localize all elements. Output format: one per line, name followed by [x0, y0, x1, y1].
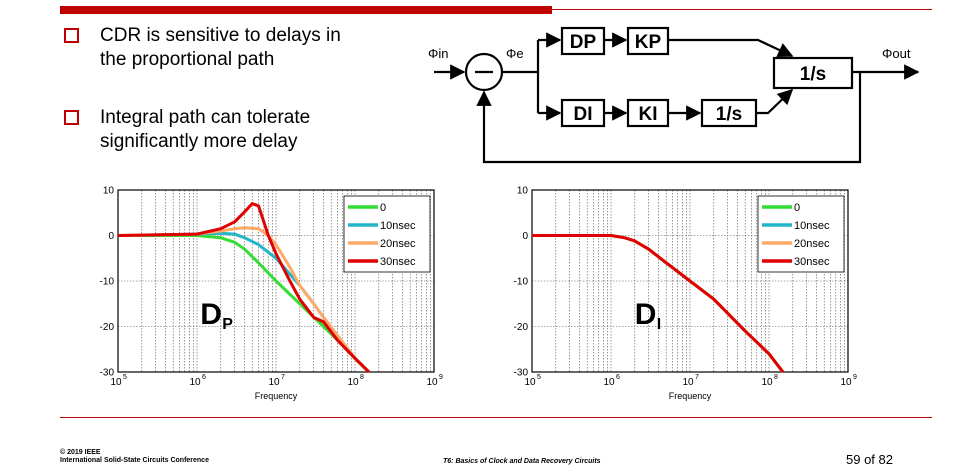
chart-title-subscript: P	[222, 316, 233, 333]
conference-name: International Solid-State Circuits Confe…	[60, 457, 209, 464]
x-tick-label: 10	[189, 377, 201, 388]
block-dp	[560, 26, 606, 56]
y-tick-label: 0	[108, 231, 114, 242]
x-tick-exponent: 6	[616, 374, 620, 381]
bullet-line: Integral path can tolerate	[100, 107, 311, 128]
kp-label: KP	[635, 32, 662, 53]
x-tick-label: 10	[110, 377, 122, 388]
error-signal-label: Φe	[506, 46, 524, 61]
title-accent-bar	[60, 6, 552, 14]
x-tick-label: 10	[840, 377, 852, 388]
block-integrator-2	[772, 56, 854, 90]
dp-label: DP	[570, 32, 597, 53]
bullet-text: Integral path can tolerate significantly…	[100, 106, 400, 154]
legend-entry: 30nsec	[380, 256, 416, 268]
series-line-0	[118, 234, 370, 374]
x-tick-exponent: 6	[202, 374, 206, 381]
chart-legend: 0 10nsec 20nsec 30nsec	[343, 195, 431, 273]
x-tick-exponent: 7	[281, 374, 285, 381]
x-tick-exponent: 8	[774, 374, 778, 381]
block-kp	[626, 26, 670, 56]
series-line-3	[117, 202, 370, 374]
bullet-square-icon	[64, 28, 79, 43]
copyright-line: © 2019 IEEE	[60, 449, 101, 456]
chart-title-subscript: I	[657, 316, 661, 333]
x-tick-label: 10	[603, 377, 615, 388]
plot-frame	[117, 189, 435, 373]
y-tick-label: 10	[517, 186, 529, 197]
legend-entry: 10nsec	[380, 220, 416, 232]
course-title: T6: Basics of Clock and Data Recovery Ci…	[443, 458, 601, 465]
bullet-text: CDR is sensitive to delays in the propor…	[100, 24, 400, 72]
int1-to-int2-arrow	[756, 88, 794, 115]
bullet-delay-sensitivity: CDR is sensitive to delays in the propor…	[64, 24, 364, 74]
x-tick-label: 10	[524, 377, 536, 388]
ki-label: KI	[639, 104, 658, 125]
x-axis-label: Frequency	[669, 391, 712, 401]
x-axis-label: Frequency	[255, 391, 298, 401]
y-tick-label: 0	[522, 231, 528, 242]
legend-entry: 0	[380, 202, 386, 214]
integrator-2-label: 1/s	[800, 64, 826, 85]
input-signal-label: Φin	[428, 46, 449, 61]
cdr-block-diagram: DP KP DI KI 1/s 1/s Φin Φe Φout	[428, 26, 920, 164]
x-tick-label: 10	[682, 377, 694, 388]
x-tick-label: 10	[761, 377, 773, 388]
legend-entry: 20nsec	[794, 238, 830, 250]
block-integrator-1	[700, 98, 758, 128]
legend-entry: 10nsec	[794, 220, 830, 232]
y-tick-label: 10	[103, 186, 115, 197]
x-tick-label: 10	[426, 377, 438, 388]
x-tick-label: 10	[268, 377, 280, 388]
footer-divider	[60, 417, 932, 418]
chart-title: D	[635, 298, 657, 331]
y-tick-label: -30	[100, 368, 115, 379]
bullet-line: the proportional path	[100, 49, 275, 70]
x-tick-exponent: 9	[439, 374, 443, 381]
copyright: © 2019 IEEE International Solid-State Ci…	[60, 449, 209, 465]
output-signal-label: Φout	[882, 46, 911, 61]
block-di	[560, 98, 606, 128]
series-line-2	[117, 226, 370, 374]
bullet-square-icon	[64, 110, 79, 125]
series-line-3	[532, 234, 785, 373]
legend-entry: 0	[794, 202, 800, 214]
x-tick-label: 10	[347, 377, 359, 388]
block-ki	[626, 98, 670, 128]
legend-entry: 30nsec	[794, 256, 830, 268]
x-tick-exponent: 9	[853, 374, 857, 381]
y-tick-label: -20	[100, 322, 115, 333]
y-tick-label: -10	[100, 277, 115, 288]
x-tick-exponent: 8	[360, 374, 364, 381]
series-group	[117, 202, 370, 374]
x-tick-exponent: 5	[123, 374, 127, 381]
x-tick-exponent: 5	[537, 374, 541, 381]
chart-title: D	[200, 298, 222, 331]
y-tick-label: -30	[514, 368, 529, 379]
chart-legend: 0 10nsec 20nsec 30nsec	[757, 195, 845, 273]
kp-to-int-arrow	[668, 38, 794, 58]
y-tick-label: -20	[514, 322, 529, 333]
bullet-integral-tolerance: Integral path can tolerate significantly…	[64, 106, 364, 156]
x-tick-exponent: 7	[695, 374, 699, 381]
bullet-line: significantly more delay	[100, 131, 298, 152]
y-tick-label: -10	[514, 277, 529, 288]
feedback-path	[476, 72, 862, 164]
page-number: 59 of 82	[846, 452, 893, 467]
series-group	[532, 234, 785, 373]
integrator-1-label: 1/s	[716, 104, 742, 125]
di-label: DI	[574, 104, 593, 125]
title-accent-line	[552, 9, 932, 10]
legend-entry: 20nsec	[380, 238, 416, 250]
bullet-line: CDR is sensitive to delays in	[100, 25, 341, 46]
plot-frame	[531, 189, 849, 373]
